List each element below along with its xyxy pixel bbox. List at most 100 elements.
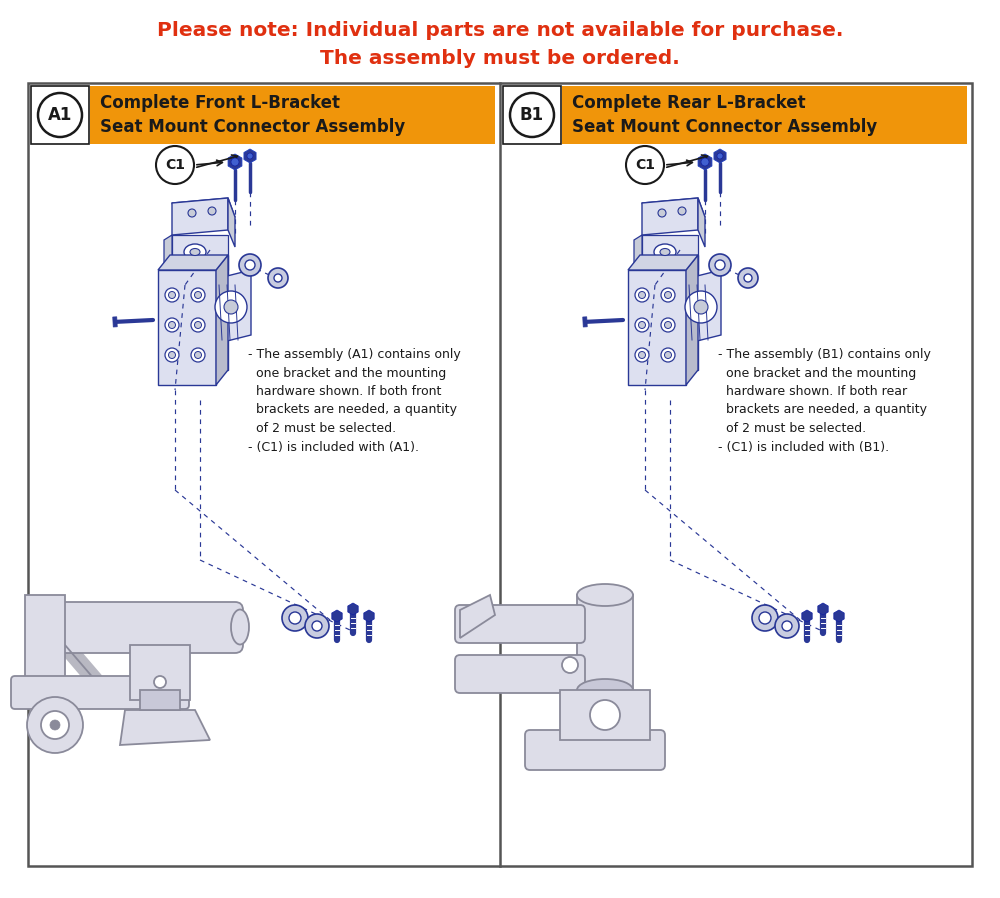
Polygon shape: [681, 270, 721, 345]
Polygon shape: [164, 235, 172, 270]
Polygon shape: [113, 317, 117, 327]
Polygon shape: [642, 198, 698, 235]
Polygon shape: [364, 610, 374, 622]
Circle shape: [188, 209, 196, 217]
Circle shape: [626, 146, 664, 184]
Bar: [25, 595, 65, 685]
Polygon shape: [228, 198, 235, 247]
Polygon shape: [348, 603, 358, 615]
Circle shape: [639, 351, 646, 358]
Polygon shape: [460, 595, 495, 638]
Circle shape: [165, 348, 179, 362]
Polygon shape: [172, 198, 235, 222]
Circle shape: [775, 614, 799, 638]
Bar: [628, 270, 686, 385]
Bar: [172, 235, 228, 270]
Circle shape: [744, 274, 752, 282]
Polygon shape: [172, 198, 228, 235]
Polygon shape: [686, 255, 698, 385]
Circle shape: [694, 300, 708, 314]
Circle shape: [191, 288, 205, 302]
Circle shape: [312, 621, 322, 631]
Polygon shape: [714, 149, 726, 163]
Circle shape: [562, 657, 578, 673]
Circle shape: [27, 697, 83, 753]
Circle shape: [282, 605, 308, 631]
Circle shape: [752, 605, 778, 631]
Polygon shape: [634, 235, 642, 270]
Circle shape: [154, 676, 166, 688]
Circle shape: [38, 93, 82, 137]
Circle shape: [191, 348, 205, 362]
Circle shape: [231, 158, 239, 166]
Circle shape: [590, 700, 620, 730]
Polygon shape: [211, 270, 251, 345]
Circle shape: [305, 614, 329, 638]
Polygon shape: [802, 610, 812, 622]
Circle shape: [738, 268, 758, 288]
Circle shape: [661, 288, 675, 302]
Circle shape: [289, 612, 301, 624]
Ellipse shape: [577, 584, 633, 606]
Polygon shape: [818, 603, 828, 615]
Circle shape: [635, 348, 649, 362]
Polygon shape: [170, 255, 228, 370]
Text: Complete Front L-Bracket
Seat Mount Connector Assembly: Complete Front L-Bracket Seat Mount Conn…: [100, 94, 405, 136]
Polygon shape: [158, 255, 228, 270]
Bar: [90, 86, 495, 144]
Polygon shape: [332, 610, 342, 622]
Text: C1: C1: [165, 158, 185, 172]
Circle shape: [701, 158, 709, 166]
Circle shape: [268, 268, 288, 288]
Polygon shape: [244, 149, 256, 163]
Circle shape: [165, 288, 179, 302]
Polygon shape: [640, 255, 698, 370]
FancyBboxPatch shape: [525, 730, 665, 770]
Polygon shape: [698, 198, 705, 247]
Circle shape: [661, 318, 675, 332]
Circle shape: [194, 292, 202, 298]
Ellipse shape: [577, 679, 633, 701]
Circle shape: [215, 291, 247, 323]
Bar: [28, 83, 972, 866]
Circle shape: [635, 288, 649, 302]
Polygon shape: [228, 154, 242, 170]
Text: Please note: Individual parts are not available for purchase.: Please note: Individual parts are not av…: [157, 21, 843, 40]
Circle shape: [658, 209, 666, 217]
Ellipse shape: [190, 249, 200, 256]
Circle shape: [208, 207, 216, 215]
Bar: [31, 86, 89, 144]
Circle shape: [709, 254, 731, 276]
Circle shape: [782, 621, 792, 631]
Polygon shape: [834, 610, 844, 622]
Circle shape: [165, 318, 179, 332]
Bar: [562, 86, 967, 144]
Circle shape: [635, 318, 649, 332]
Bar: [642, 235, 698, 270]
Circle shape: [639, 321, 646, 329]
Ellipse shape: [654, 244, 676, 260]
Circle shape: [664, 351, 672, 358]
Circle shape: [194, 351, 202, 358]
Text: The assembly must be ordered.: The assembly must be ordered.: [320, 48, 680, 67]
Circle shape: [168, 321, 176, 329]
Bar: [577, 595, 633, 690]
Circle shape: [685, 291, 717, 323]
Text: A1: A1: [48, 106, 72, 124]
Circle shape: [245, 260, 255, 270]
Text: B1: B1: [520, 106, 544, 124]
Circle shape: [50, 720, 60, 730]
Polygon shape: [583, 317, 587, 327]
Circle shape: [239, 254, 261, 276]
Circle shape: [168, 292, 176, 298]
Polygon shape: [120, 710, 210, 745]
Ellipse shape: [231, 610, 249, 645]
Text: C1: C1: [635, 158, 655, 172]
Polygon shape: [216, 255, 228, 385]
Bar: [130, 645, 190, 700]
Circle shape: [274, 274, 282, 282]
FancyBboxPatch shape: [57, 602, 243, 653]
Circle shape: [510, 93, 554, 137]
Circle shape: [168, 351, 176, 358]
Circle shape: [247, 153, 253, 159]
